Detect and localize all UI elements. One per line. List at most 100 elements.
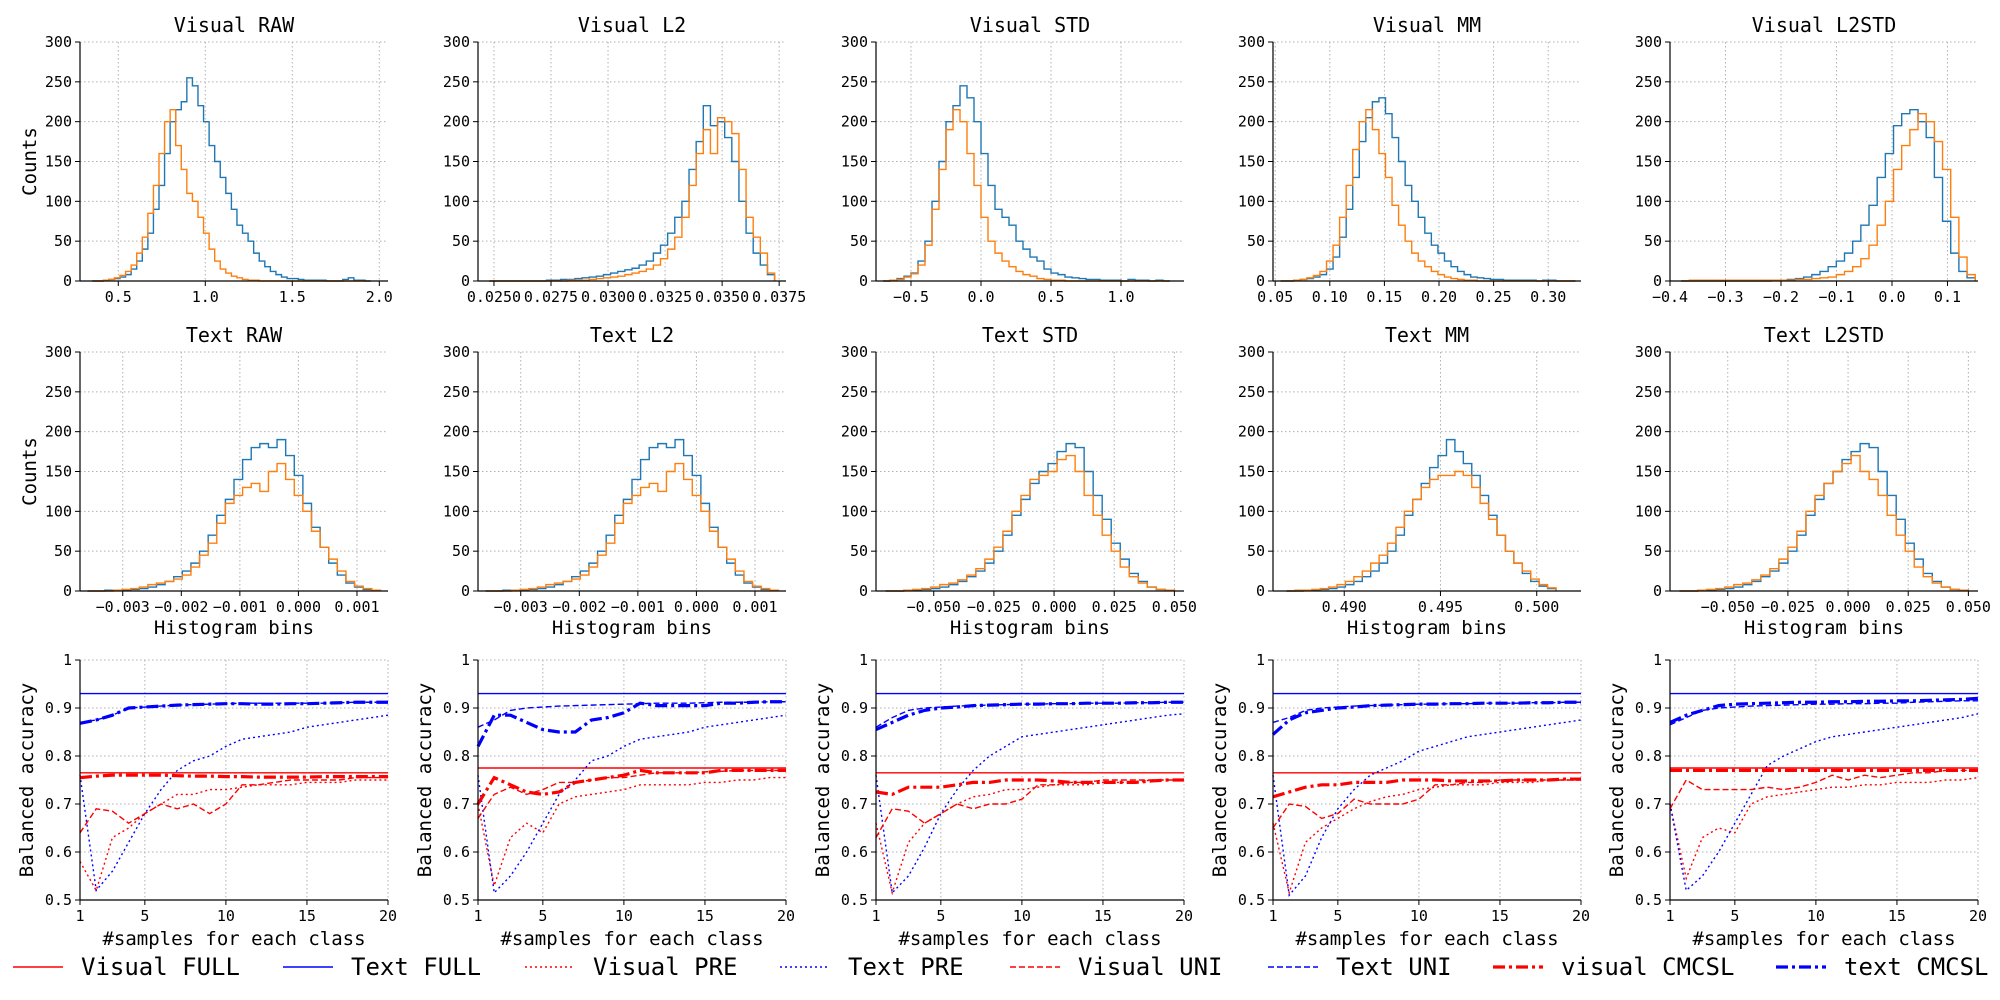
x-tick-label: 10 bbox=[615, 907, 633, 925]
x-tick-label: 1 bbox=[1665, 907, 1674, 925]
y-tick-label: 0.5 bbox=[1635, 891, 1662, 909]
x-tick-label: 20 bbox=[379, 907, 397, 925]
line-visual-uni bbox=[477, 769, 786, 819]
legend-label: Visual UNI bbox=[1078, 953, 1223, 981]
y-tick-label: 50 bbox=[1644, 232, 1662, 250]
x-tick-label: 0.025 bbox=[1092, 598, 1137, 616]
legend-item: Visual FULL bbox=[13, 953, 240, 981]
histogram-series-1 bbox=[1679, 442, 1970, 592]
legend-item: text CMCSL bbox=[1776, 953, 1989, 981]
x-tick-label: 0.000 bbox=[1825, 598, 1870, 616]
x-tick-label: 2.0 bbox=[366, 288, 393, 306]
legend-label: text CMCSL bbox=[1844, 953, 1989, 981]
x-tick-label: 0.20 bbox=[1421, 288, 1457, 306]
histogram-series-1 bbox=[1286, 438, 1557, 592]
y-tick-label: 0.8 bbox=[45, 747, 72, 765]
y-tick-label: 0.9 bbox=[45, 699, 72, 717]
x-tick-label: −0.003 bbox=[96, 598, 150, 616]
line-visual-pre bbox=[1669, 776, 1979, 881]
x-tick-label: 0.0275 bbox=[524, 288, 578, 306]
x-tick-label: 0.000 bbox=[276, 598, 321, 616]
y-tick-label: 0.8 bbox=[1635, 747, 1662, 765]
x-tick-label: 0.001 bbox=[334, 598, 379, 616]
y-tick-label: 100 bbox=[841, 502, 868, 520]
legend-label: Text UNI bbox=[1336, 953, 1452, 981]
subplot-title: Text RAW bbox=[186, 323, 283, 347]
y-tick-label: 50 bbox=[1247, 542, 1265, 560]
x-tick-label: 5 bbox=[1730, 907, 1739, 925]
y-tick-label: 0.8 bbox=[1238, 747, 1265, 765]
x-tick-label: 0.495 bbox=[1418, 598, 1463, 616]
subplot-title: Visual L2 bbox=[578, 13, 686, 37]
y-tick-label: 0.9 bbox=[443, 699, 470, 717]
x-tick-label: 1.0 bbox=[192, 288, 219, 306]
y-tick-label: 150 bbox=[1238, 463, 1265, 481]
y-tick-label: 300 bbox=[841, 343, 868, 361]
histogram-series-1 bbox=[489, 105, 776, 282]
y-tick-label: 200 bbox=[45, 423, 72, 441]
line-visual-cmcsl bbox=[476, 768, 786, 805]
y-tick-label: 0.6 bbox=[45, 843, 72, 861]
y-axis-label: Balanced accuracy bbox=[812, 683, 834, 877]
legend-item: visual CMCSL bbox=[1493, 953, 1734, 981]
line-text-cmcsl bbox=[476, 700, 786, 748]
line-visual-pre bbox=[875, 779, 1184, 896]
x-tick-label: 10 bbox=[217, 907, 235, 925]
y-tick-label: 150 bbox=[45, 463, 72, 481]
x-tick-label: −0.003 bbox=[494, 598, 548, 616]
y-tick-label: 50 bbox=[54, 232, 72, 250]
x-axis-label: Histogram bins bbox=[552, 617, 712, 639]
subplot-1: 0.5 1.0 1.5 2.0 0 50 100 150 200 250 300 Visual RAW… bbox=[19, 13, 393, 306]
x-tick-label: 0.15 bbox=[1366, 288, 1402, 306]
legend-label: visual CMCSL bbox=[1561, 953, 1734, 981]
y-tick-label: 250 bbox=[1635, 383, 1662, 401]
y-tick-label: 300 bbox=[841, 33, 868, 51]
y-tick-label: 300 bbox=[443, 33, 470, 51]
y-axis-label: Counts bbox=[19, 127, 41, 196]
x-tick-label: 15 bbox=[1094, 907, 1112, 925]
y-tick-label: 300 bbox=[45, 343, 72, 361]
y-tick-label: 100 bbox=[1635, 192, 1662, 210]
subplot-title: Visual MM bbox=[1373, 13, 1481, 37]
y-tick-label: 0.7 bbox=[841, 795, 868, 813]
y-tick-label: 300 bbox=[1635, 343, 1662, 361]
subplot-15: 1 5 10 15 200.50.60.70.80.91#samples for eac… bbox=[1606, 651, 1987, 950]
subplot-title: Text STD bbox=[982, 323, 1078, 347]
x-tick-label: 0.5 bbox=[1037, 288, 1064, 306]
y-tick-label: 250 bbox=[45, 73, 72, 91]
line-text-cmcsl bbox=[875, 700, 1184, 732]
y-tick-label: 150 bbox=[443, 463, 470, 481]
y-tick-label: 50 bbox=[54, 542, 72, 560]
subplot-title: Visual STD bbox=[970, 13, 1090, 37]
subplot-title: Visual L2STD bbox=[1752, 13, 1897, 37]
x-tick-label: 0.10 bbox=[1312, 288, 1348, 306]
x-tick-label: 15 bbox=[1491, 907, 1509, 925]
x-tick-label: −0.2 bbox=[1763, 288, 1799, 306]
x-tick-label: 0.0 bbox=[967, 288, 994, 306]
y-tick-label: 150 bbox=[443, 153, 470, 171]
x-tick-label: 15 bbox=[696, 907, 714, 925]
y-tick-label: 0 bbox=[63, 272, 72, 290]
y-tick-label: 0.5 bbox=[841, 891, 868, 909]
y-tick-label: 200 bbox=[1635, 113, 1662, 131]
line-visual-cmcsl bbox=[875, 778, 1184, 797]
y-tick-label: 250 bbox=[45, 383, 72, 401]
subplot-13: 1 5 10 15 200.50.60.70.80.91#samples for eac… bbox=[812, 651, 1193, 950]
x-tick-label: 0.025 bbox=[1886, 598, 1931, 616]
x-tick-label: 0.0 bbox=[1878, 288, 1905, 306]
y-tick-label: 250 bbox=[1635, 73, 1662, 91]
y-tick-label: 300 bbox=[1238, 33, 1265, 51]
x-tick-label: −0.001 bbox=[611, 598, 665, 616]
x-tick-label: 1 bbox=[75, 907, 84, 925]
x-tick-label: 0.0350 bbox=[695, 288, 749, 306]
x-axis-label: #samples for each class bbox=[102, 928, 365, 950]
x-tick-label: 5 bbox=[538, 907, 547, 925]
x-tick-label: 1.0 bbox=[1107, 288, 1134, 306]
y-tick-label: 250 bbox=[1238, 73, 1265, 91]
y-tick-label: 150 bbox=[841, 153, 868, 171]
x-tick-label: 0.490 bbox=[1322, 598, 1367, 616]
x-axis-label: #samples for each class bbox=[898, 928, 1161, 950]
histogram-series-2 bbox=[883, 109, 1170, 282]
x-tick-label: 1 bbox=[871, 907, 880, 925]
line-text-cmcsl bbox=[79, 700, 388, 725]
